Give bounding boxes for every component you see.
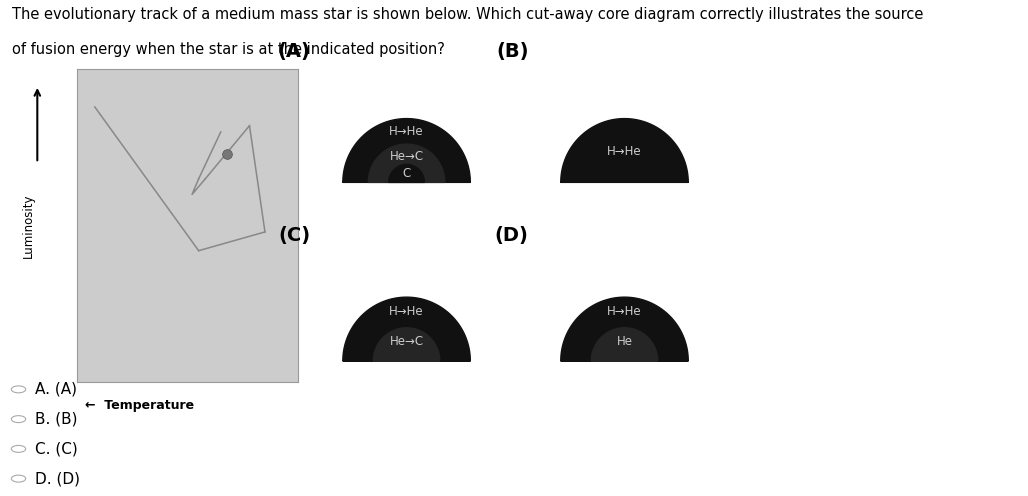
Polygon shape bbox=[591, 328, 658, 361]
Polygon shape bbox=[342, 297, 470, 361]
Text: H→He: H→He bbox=[390, 305, 424, 317]
Text: C: C bbox=[402, 167, 411, 180]
Polygon shape bbox=[368, 144, 445, 183]
Text: D. (D): D. (D) bbox=[35, 471, 80, 486]
Text: B. (B): B. (B) bbox=[35, 412, 77, 427]
Text: (C): (C) bbox=[279, 226, 310, 245]
Text: H→He: H→He bbox=[608, 145, 641, 158]
Text: (B): (B) bbox=[495, 42, 528, 61]
Polygon shape bbox=[373, 328, 440, 361]
Text: He→C: He→C bbox=[390, 150, 424, 163]
Polygon shape bbox=[389, 165, 425, 183]
Text: (A): (A) bbox=[278, 42, 310, 61]
Text: He: He bbox=[617, 335, 632, 348]
Text: Luminosity: Luminosity bbox=[22, 193, 35, 258]
Polygon shape bbox=[561, 119, 689, 183]
Text: (D): (D) bbox=[494, 226, 528, 245]
Polygon shape bbox=[561, 297, 689, 361]
Text: of fusion energy when the star is at the indicated position?: of fusion energy when the star is at the… bbox=[12, 42, 445, 57]
Text: A. (A): A. (A) bbox=[35, 382, 77, 397]
Text: The evolutionary track of a medium mass star is shown below. Which cut-away core: The evolutionary track of a medium mass … bbox=[12, 7, 924, 22]
Polygon shape bbox=[342, 119, 470, 183]
Text: H→He: H→He bbox=[390, 125, 424, 138]
Text: H→He: H→He bbox=[608, 305, 641, 317]
Text: ←  Temperature: ← Temperature bbox=[85, 399, 194, 412]
Text: C. (C): C. (C) bbox=[35, 441, 78, 456]
Text: He→C: He→C bbox=[390, 335, 424, 348]
